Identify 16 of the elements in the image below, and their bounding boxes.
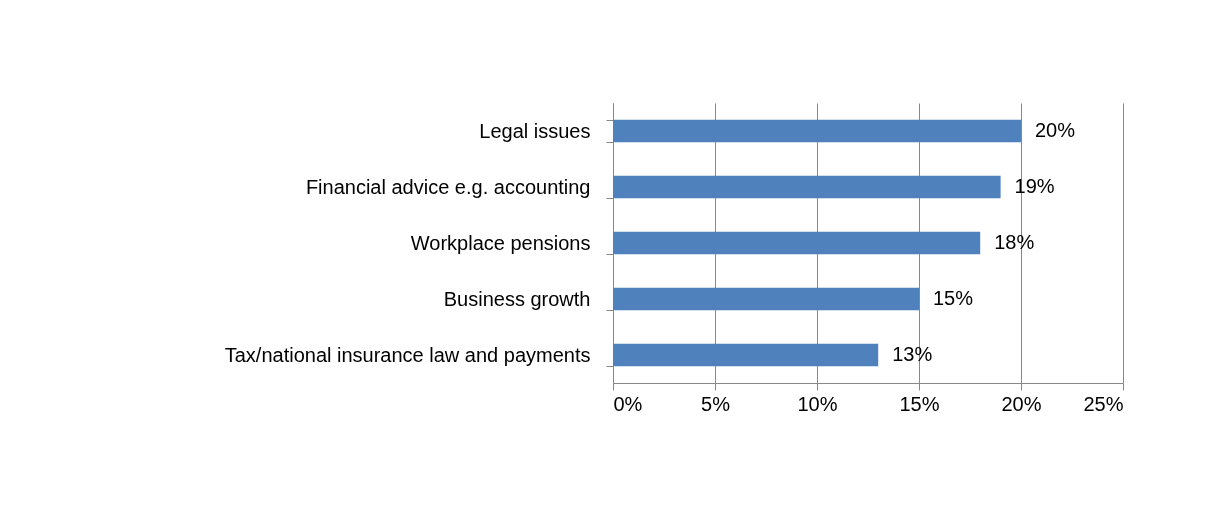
data-label: 20% bbox=[1035, 119, 1076, 141]
x-tick-label: 20% bbox=[1001, 392, 1042, 415]
data-label: 19% bbox=[1014, 175, 1055, 197]
data-label: 15% bbox=[933, 287, 974, 309]
data-label: 13% bbox=[892, 343, 933, 365]
x-tick-label: 0% bbox=[613, 392, 643, 415]
y-tick-label: Business growth bbox=[443, 287, 591, 310]
y-tick-label: Workplace pensions bbox=[410, 231, 591, 254]
x-tick-label: 25% bbox=[1083, 392, 1124, 415]
y-tick-label: Tax/national insurance law and payments bbox=[224, 343, 591, 366]
x-tick-label: 10% bbox=[797, 392, 838, 415]
y-tick-label: Financial advice e.g. accounting bbox=[305, 175, 591, 198]
x-tick-label: 15% bbox=[899, 392, 940, 415]
x-tick-label: 5% bbox=[701, 392, 731, 415]
data-label: 18% bbox=[994, 231, 1035, 253]
y-tick-label: Legal issues bbox=[479, 119, 591, 142]
